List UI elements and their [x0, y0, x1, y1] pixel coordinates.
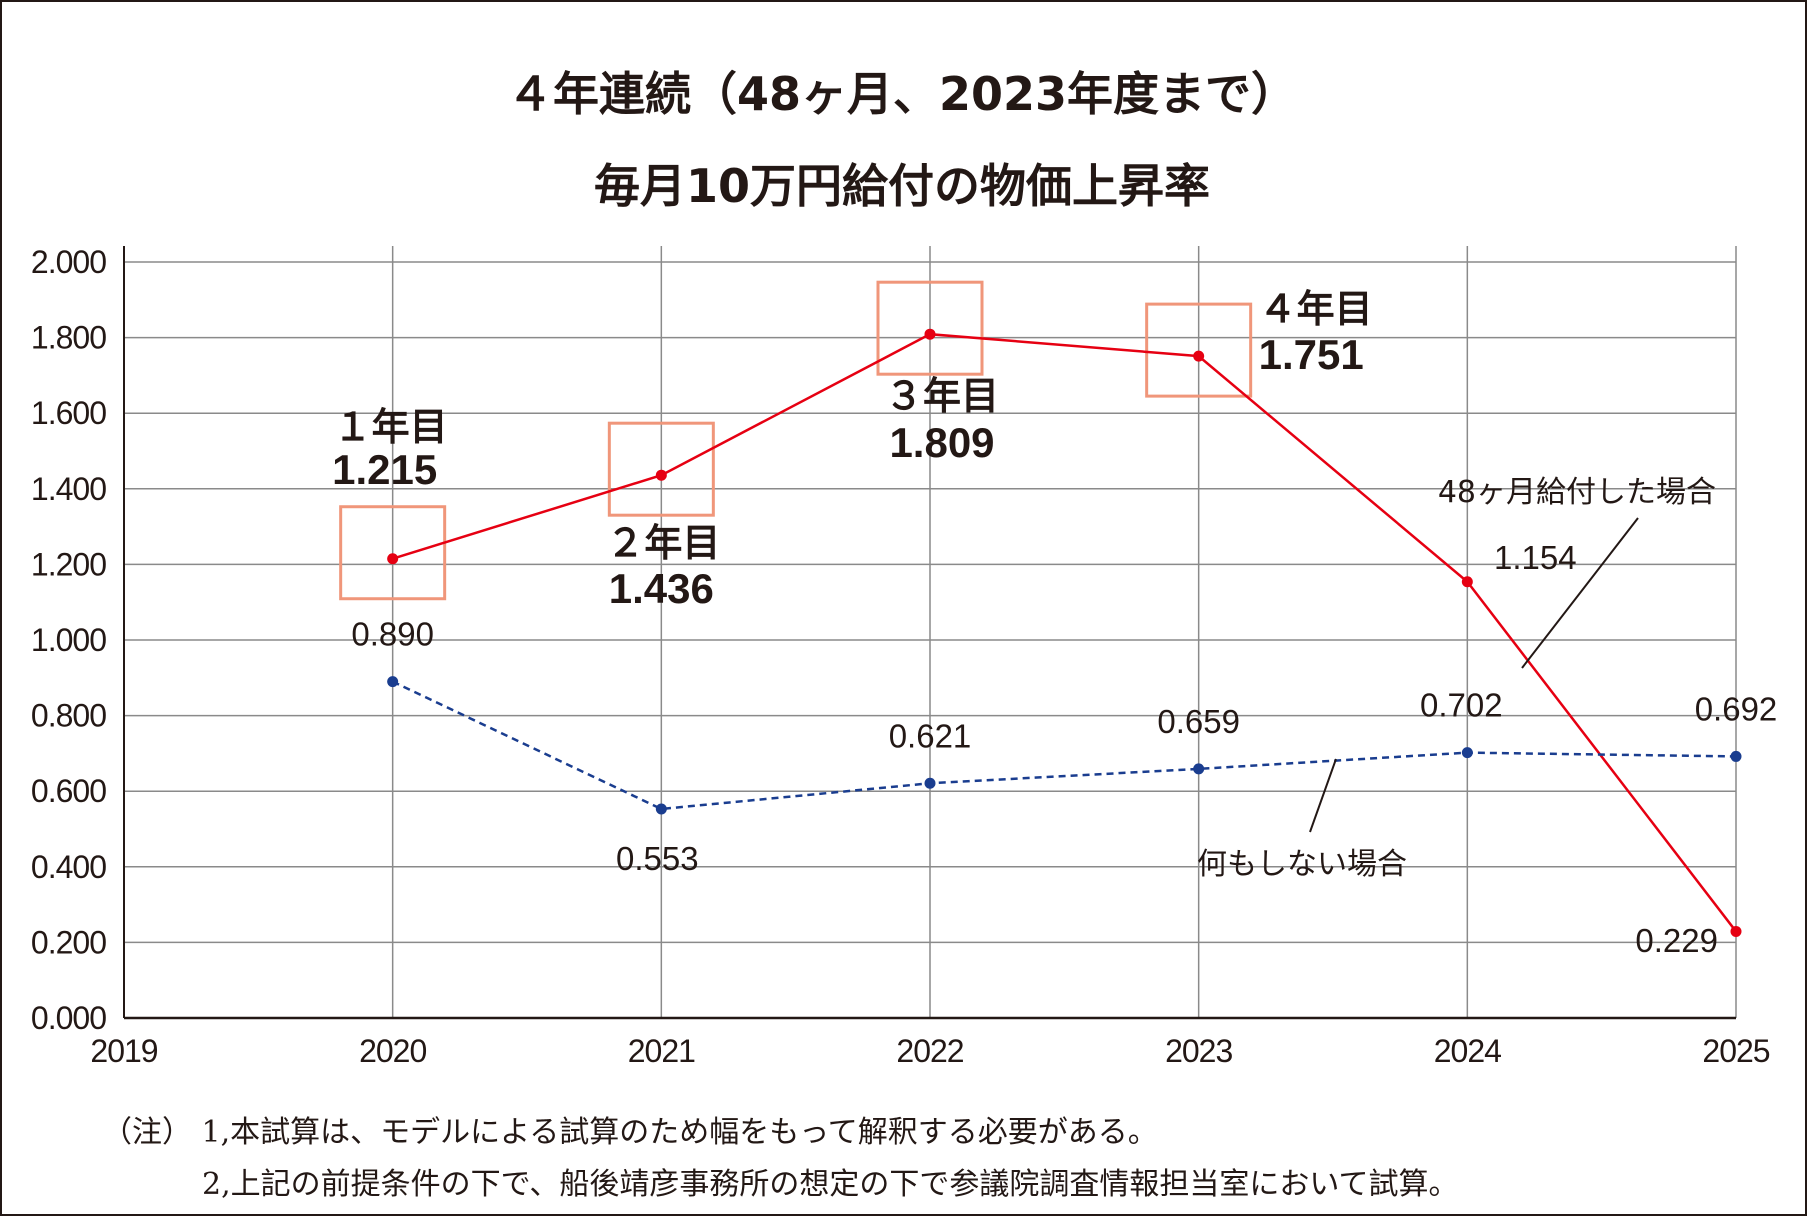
data-label-nothing: 0.692 [1695, 690, 1778, 727]
series-line-benefit [392, 332, 1737, 933]
y-tick-label: 0.200 [31, 924, 106, 960]
data-label-benefit: 1.154 [1494, 539, 1577, 576]
data-label-nothing: 0.553 [616, 840, 699, 877]
y-tick-label: 2.000 [31, 244, 106, 280]
point-benefit [1193, 350, 1205, 362]
year-label: １年目 [334, 405, 448, 449]
y-tick-labels: 2.000 1.800 1.600 1.400 1.200 1.000 0.800 0.600… [31, 244, 107, 1036]
legend-label-nothing: 何もしない場合 [1197, 847, 1407, 882]
data-label-nothing: 0.621 [889, 717, 972, 754]
highlight-box [607, 421, 715, 517]
x-tick-label: 2021 [628, 1033, 695, 1069]
y-tick-label: 0.600 [31, 773, 106, 809]
grid-lines [123, 246, 1737, 1020]
legend-label-benefit: 48ヶ月給付した場合 [1438, 475, 1716, 510]
data-label-benefit: 1.436 [609, 565, 714, 612]
data-label-nothing: 0.702 [1420, 687, 1503, 724]
point-benefit [924, 328, 936, 340]
highlight-box [339, 505, 447, 601]
point-nothing [1730, 750, 1742, 762]
series-line-nothing [392, 680, 1737, 811]
x-tick-label: 2022 [896, 1033, 963, 1069]
highlight-box [1145, 302, 1253, 398]
x-tick-label: 2025 [1702, 1033, 1769, 1069]
x-tick-label: 2019 [90, 1033, 157, 1069]
year-label: ４年目 [1259, 287, 1373, 331]
x-tick-label: 2024 [1434, 1033, 1501, 1069]
point-nothing [387, 676, 399, 688]
chart-title: ４年連続（48ヶ月、2023年度まで） [507, 67, 1297, 121]
point-benefit [1461, 576, 1473, 588]
x-tick-labels: 2019 2020 2021 2022 2023 2024 2025 [90, 1033, 1770, 1069]
year-highlight-boxes [339, 280, 1253, 601]
data-label-benefit: 0.229 [1635, 922, 1718, 959]
legend-leader-benefit [1521, 517, 1639, 669]
y-tick-label: 1.000 [31, 622, 106, 658]
data-label-nothing: 0.890 [351, 616, 434, 653]
point-benefit [1730, 925, 1742, 937]
y-tick-label: 0.800 [31, 698, 106, 734]
point-nothing [924, 777, 936, 789]
x-tick-label: 2020 [359, 1033, 426, 1069]
data-label-benefit: 1.809 [889, 419, 994, 466]
chart-subtitle: 毎月10万円給付の物価上昇率 [594, 159, 1210, 213]
point-nothing [1193, 763, 1205, 775]
x-tick-label: 2023 [1165, 1033, 1232, 1069]
note-line-2: 2,上記の前提条件の下で、船後靖彦事務所の想定の下で参議院調査情報担当室において… [202, 1167, 1459, 1202]
y-tick-label: 1.800 [31, 320, 106, 356]
point-benefit [387, 553, 399, 565]
y-tick-label: 1.400 [31, 471, 106, 507]
legend-leader-nothing [1309, 758, 1337, 833]
y-tick-label: 0.000 [31, 1000, 106, 1036]
y-tick-label: 1.600 [31, 395, 106, 431]
point-nothing [1461, 747, 1473, 759]
point-nothing [655, 803, 667, 815]
y-tick-label: 0.400 [31, 849, 106, 885]
y-tick-label: 1.200 [31, 546, 106, 582]
highlight-box [876, 280, 984, 376]
data-label-nothing: 0.659 [1157, 703, 1240, 740]
series-group [387, 328, 1742, 937]
data-label-benefit: 1.751 [1259, 331, 1364, 378]
data-label-benefit: 1.215 [332, 446, 437, 493]
year-label: ３年目 [885, 374, 999, 418]
point-benefit [655, 469, 667, 481]
note-line-1: （注） 1,本試算は、モデルによる試算のため幅をもって解釈する必要がある。 [102, 1115, 1158, 1150]
year-label: ２年目 [606, 521, 720, 565]
